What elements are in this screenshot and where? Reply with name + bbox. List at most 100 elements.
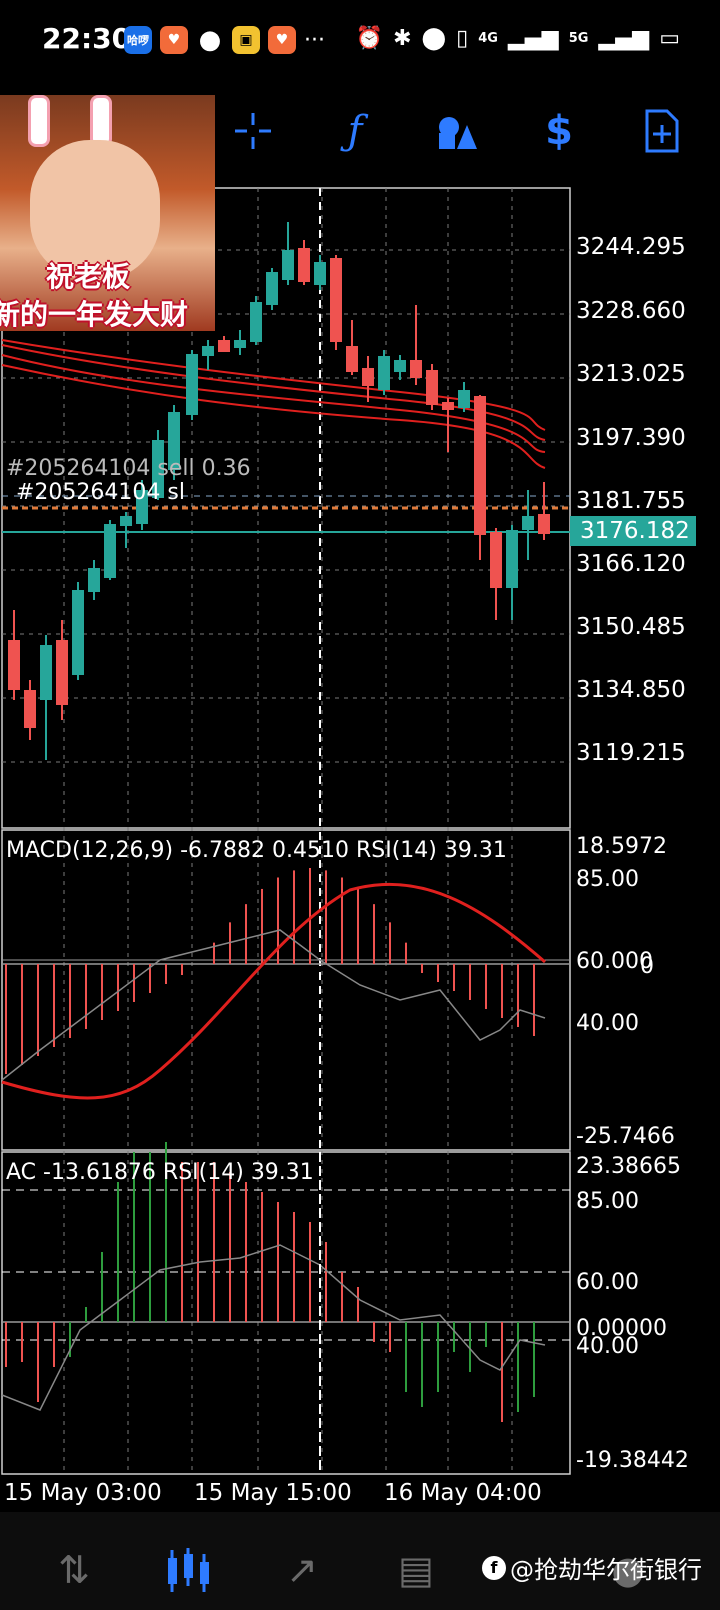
candle-body-1 [24, 690, 36, 728]
network-5g: 5G [568, 31, 589, 46]
candle-body-12 [202, 346, 214, 356]
history-icon[interactable]: ▤ [398, 1548, 434, 1592]
candle-body-10 [168, 412, 180, 470]
candle-body-16 [266, 272, 278, 305]
watermark-text: @抢劫华尔街银行 [510, 1556, 702, 1584]
trade-nav-icon[interactable]: ↗ [286, 1548, 318, 1592]
macd-label: MACD(12,26,9) -6.7882 0.4510 RSI(14) 39.… [6, 838, 507, 863]
order-label-sl: #205264104 sl [16, 480, 185, 505]
candle-body-4 [72, 590, 84, 675]
macd-zero: 0 [640, 954, 654, 979]
moving-average-2 [1, 364, 546, 469]
candle-body-5 [88, 568, 100, 592]
bluetooth-icon: ✱ [393, 26, 412, 51]
watermark: f @抢劫华尔街银行 [482, 1550, 702, 1585]
candle-body-25 [410, 360, 422, 378]
rsi-line-ac [1, 1244, 546, 1411]
candle-body-22 [362, 368, 374, 386]
signal-5g-icon: ▂▄▆ [598, 26, 650, 51]
macd-rsi-85: 85.00 [576, 867, 639, 892]
messages-icon[interactable]: ● [611, 1548, 645, 1592]
candle-body-32 [522, 516, 534, 530]
candle-body-29 [474, 396, 486, 535]
candle-body-19 [314, 262, 326, 285]
hello-app-icon: 哈啰 [124, 26, 152, 54]
time-label-1: 15 May 03:00 [4, 1480, 162, 1506]
macd-rsi-60: 60.000 [576, 949, 653, 974]
macd-scale-top: 18.5972 [576, 834, 667, 859]
chat-bubble-icon: ● [198, 25, 222, 55]
candle-body-7 [120, 516, 132, 526]
trade-icon[interactable]: $ [545, 108, 573, 154]
candle-body-9 [152, 440, 164, 498]
ac-scale-bottom: -19.38442 [576, 1448, 689, 1473]
macd-panel-border [1, 829, 571, 1151]
heart-app-icon: ♥ [160, 26, 188, 54]
ac-zero: 0.00000 [576, 1316, 667, 1341]
macd-rsi-40: 40.00 [576, 1011, 639, 1036]
moving-average-1 [1, 354, 546, 453]
video-overlay[interactable]: 祝老板 新的一年发大财 [0, 95, 215, 331]
candle-body-26 [426, 370, 438, 405]
chart-icon[interactable] [160, 1542, 216, 1598]
bottom-navigation: ⇅ ↗ ▤ ● [0, 1512, 720, 1610]
candle-body-20 [330, 258, 342, 342]
price-level-4: 3197.390 [576, 425, 686, 451]
objects-icon[interactable] [422, 96, 492, 166]
price-level-8: 3134.850 [576, 677, 686, 703]
overlay-text-1: 祝老板 [46, 260, 131, 293]
system-status: ⏰ ✱ ⬤ ▯ 4G ▂▄▆ 5G ▂▄▆ ▭ [356, 26, 680, 51]
candle-body-13 [218, 340, 230, 352]
overlay-text-2: 新的一年发大财 [0, 298, 189, 331]
network-4g: 4G [478, 31, 498, 46]
ac-rsi-60: 60.00 [576, 1270, 639, 1295]
vibrate-icon: ▯ [456, 26, 469, 51]
candle-body-3 [56, 640, 68, 705]
candle-body-21 [346, 346, 358, 372]
candle-body-8 [136, 490, 148, 524]
crosshair-icon[interactable] [218, 96, 288, 166]
candle-body-17 [282, 250, 294, 280]
candle-body-2 [40, 645, 52, 700]
new-order-icon[interactable] [626, 96, 696, 166]
ac-label: AC -13.61876 RSI(14) 39.31 [6, 1160, 314, 1185]
candle-body-28 [458, 390, 470, 408]
ac-scale-top: 23.38665 [576, 1154, 681, 1179]
macd-signal-line [1, 882, 546, 1100]
location-icon: ⬤ [421, 26, 447, 51]
ac-panel-border [1, 1151, 571, 1475]
notification-icons: 哈啰 ♥ ● ▣ ♥ ··· [124, 25, 325, 55]
function-icon[interactable]: ƒ [347, 108, 363, 154]
candle-body-11 [186, 354, 198, 415]
order-label-sell: #205264104 sell 0.36 [6, 456, 251, 481]
child-face-image [30, 140, 160, 280]
candle-body-15 [250, 302, 262, 342]
candle-body-30 [490, 532, 502, 588]
moving-average-0 [1, 344, 546, 441]
candle-body-33 [538, 514, 550, 534]
alarm-icon: ⏰ [355, 26, 384, 51]
watermark-logo-icon: f [482, 1555, 506, 1580]
candle-body-14 [234, 340, 246, 348]
price-chart[interactable] [0, 0, 720, 1512]
bunny-ear-left [28, 95, 50, 147]
candle-body-24 [394, 360, 406, 372]
candle-body-23 [378, 356, 390, 390]
macd-scale-bottom: -25.7466 [576, 1124, 675, 1149]
time-label-3: 16 May 04:00 [384, 1480, 542, 1506]
current-price-tag: 3176.182 [570, 516, 696, 546]
price-level-3: 3213.025 [576, 361, 686, 387]
price-level-9: 3119.215 [576, 740, 686, 766]
price-level-1: 3244.295 [576, 234, 686, 260]
price-level-7: 3150.485 [576, 614, 686, 640]
moving-average-3 [1, 339, 546, 431]
price-level-5: 3181.755 [576, 488, 686, 514]
quotes-icon[interactable]: ⇅ [58, 1548, 90, 1592]
candle-body-18 [298, 248, 310, 282]
candle-body-31 [506, 530, 518, 588]
candle-body-6 [104, 524, 116, 578]
price-level-2: 3228.660 [576, 298, 686, 324]
ac-rsi-85: 85.00 [576, 1189, 639, 1214]
time-label-2: 15 May 15:00 [194, 1480, 352, 1506]
battery-icon: ▭ [659, 26, 680, 51]
